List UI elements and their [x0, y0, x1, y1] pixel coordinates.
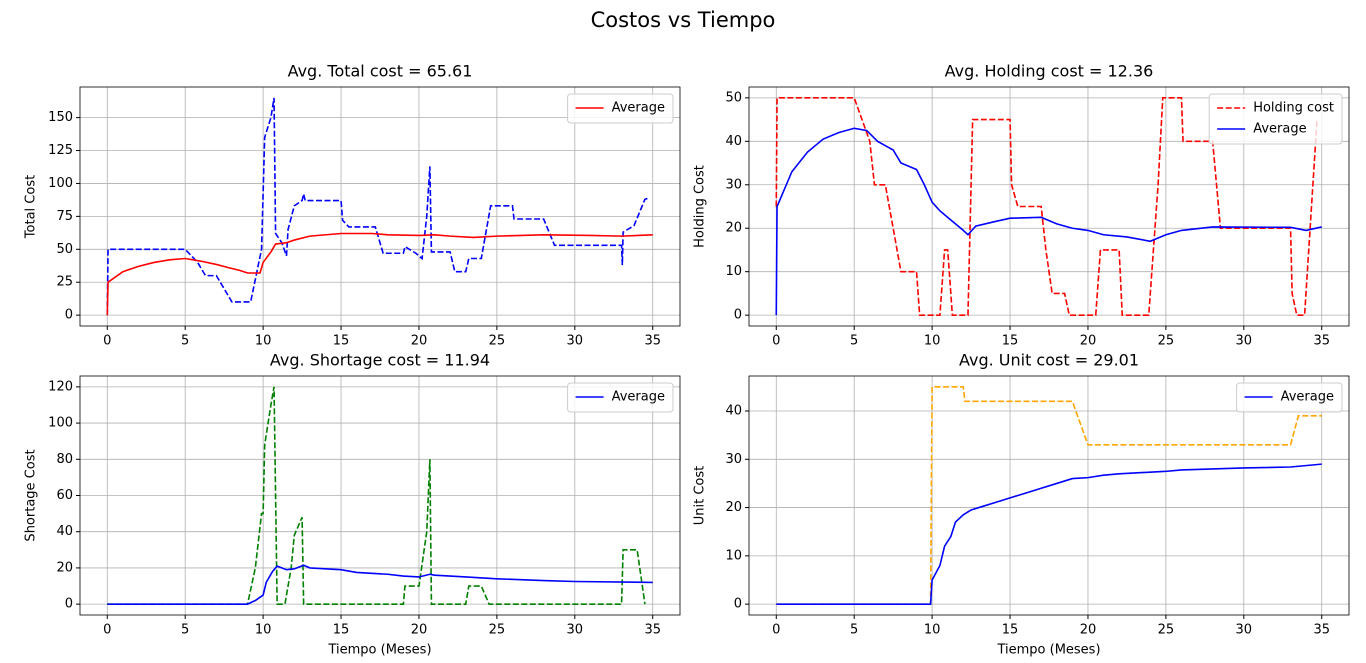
x-tick-label: 5 — [181, 623, 189, 638]
y-tick-label: 10 — [725, 548, 742, 563]
y-tick-label: 10 — [725, 264, 742, 279]
y-tick-label: 20 — [725, 221, 742, 236]
y-axis-label: Shortage Cost — [24, 449, 39, 541]
x-axis-label: Tiempo (Meses) — [996, 643, 1100, 658]
x-tick-label: 30 — [567, 623, 584, 638]
x-tick-label: 0 — [103, 623, 111, 638]
y-tick-label: 80 — [56, 452, 73, 467]
x-tick-label: 30 — [1236, 623, 1253, 638]
series-line — [775, 127, 1322, 316]
y-tick-label: 30 — [725, 452, 742, 467]
x-tick-label: 15 — [333, 623, 350, 638]
x-tick-label: 0 — [772, 334, 780, 349]
x-tick-label: 25 — [489, 334, 506, 349]
x-tick-label: 5 — [850, 334, 858, 349]
x-tick-label: 20 — [1080, 623, 1097, 638]
x-tick-label: 30 — [567, 334, 584, 349]
legend-frame — [1208, 93, 1343, 145]
x-tick-label: 25 — [1158, 334, 1175, 349]
y-tick-label: 125 — [48, 143, 73, 158]
x-tick-label: 35 — [1313, 623, 1330, 638]
y-tick-label: 50 — [56, 242, 73, 257]
legend-frame — [1236, 382, 1343, 413]
y-axis-label: Holding Cost — [693, 165, 708, 248]
figure-title: Costos vs Tiempo — [591, 8, 776, 32]
legend: Average — [567, 93, 674, 124]
x-tick-label: 0 — [103, 334, 111, 349]
y-tick-label: 75 — [56, 209, 73, 224]
legend-frame — [567, 382, 674, 413]
legend-label: Average — [612, 101, 665, 116]
legend-label: Average — [612, 390, 665, 405]
series-line — [776, 463, 1322, 605]
x-tick-label: 25 — [489, 623, 506, 638]
legend-label: Holding cost — [1253, 101, 1334, 116]
legend-label: Average — [1253, 122, 1306, 137]
x-tick-label: 15 — [1002, 334, 1019, 349]
legend-label: Average — [1281, 390, 1334, 405]
x-tick-label: 20 — [1080, 334, 1097, 349]
legend-frame — [567, 93, 674, 124]
y-axis-label: Total Cost — [24, 175, 39, 239]
y-tick-label: 40 — [725, 404, 742, 419]
series-line — [107, 564, 653, 605]
x-tick-label: 10 — [924, 334, 941, 349]
x-tick-label: 35 — [644, 623, 661, 638]
y-tick-label: 120 — [48, 379, 73, 394]
series-line — [775, 97, 1318, 316]
y-tick-label: 100 — [48, 176, 73, 191]
y-tick-label: 100 — [48, 416, 73, 431]
y-tick-label: 0 — [734, 308, 742, 323]
x-tick-label: 0 — [772, 623, 780, 638]
x-tick-label: 10 — [924, 623, 941, 638]
series-line — [106, 97, 650, 316]
axes-frame — [748, 86, 1350, 327]
y-tick-label: 25 — [56, 275, 73, 290]
axes-title: Avg. Total cost = 65.61 — [288, 62, 473, 81]
y-tick-label: 20 — [725, 500, 742, 515]
x-tick-label: 15 — [1002, 623, 1019, 638]
x-tick-label: 10 — [255, 623, 272, 638]
y-tick-label: 0 — [65, 308, 73, 323]
x-tick-label: 5 — [850, 623, 858, 638]
legend: Holding cost Average — [1208, 93, 1343, 145]
series-line — [776, 386, 1322, 605]
y-tick-label: 50 — [725, 90, 742, 105]
x-tick-label: 30 — [1236, 334, 1253, 349]
y-tick-label: 40 — [56, 524, 73, 539]
x-tick-label: 10 — [255, 334, 272, 349]
x-tick-label: 20 — [411, 623, 428, 638]
axes-frame — [748, 375, 1350, 616]
y-tick-label: 40 — [725, 134, 742, 149]
axes-title: Avg. Unit cost = 29.01 — [959, 351, 1139, 370]
y-tick-label: 30 — [725, 177, 742, 192]
x-tick-label: 35 — [1313, 334, 1330, 349]
x-tick-label: 35 — [644, 334, 661, 349]
axes-frame — [79, 86, 681, 327]
x-axis-label: Tiempo (Meses) — [327, 643, 431, 658]
series-line — [107, 386, 646, 605]
y-tick-label: 150 — [48, 110, 73, 125]
x-tick-label: 15 — [333, 334, 350, 349]
y-tick-label: 0 — [734, 597, 742, 612]
y-tick-label: 60 — [56, 488, 73, 503]
x-tick-label: 25 — [1158, 623, 1175, 638]
x-tick-label: 5 — [181, 334, 189, 349]
axes-frame — [79, 375, 681, 616]
legend: Average — [1236, 382, 1343, 413]
y-tick-label: 20 — [56, 560, 73, 575]
series-line — [106, 232, 653, 316]
y-axis-label: Unit Cost — [693, 466, 708, 526]
x-tick-label: 20 — [411, 334, 428, 349]
axes-title: Avg. Shortage cost = 11.94 — [270, 351, 490, 370]
axes-title: Avg. Holding cost = 12.36 — [945, 62, 1154, 81]
y-tick-label: 0 — [65, 597, 73, 612]
legend: Average — [567, 382, 674, 413]
